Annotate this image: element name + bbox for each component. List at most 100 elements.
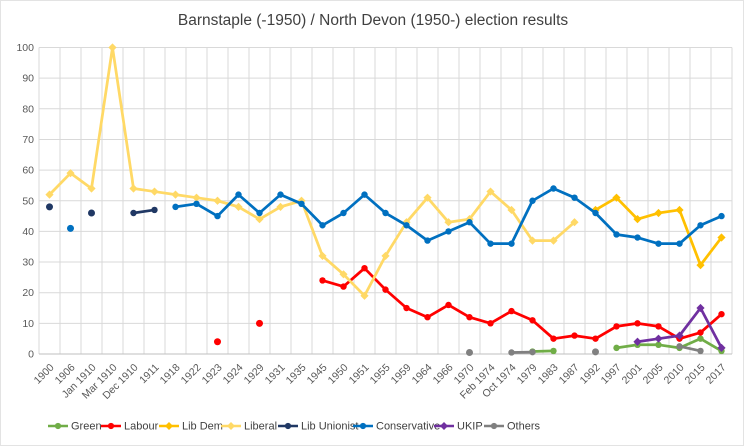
marker-others-2015 xyxy=(697,347,704,355)
marker-conservative-1950 xyxy=(340,209,347,217)
marker-labour-1979 xyxy=(529,317,536,324)
marker-liberal-1966 xyxy=(444,218,453,227)
marker-liberal-feb-1974 xyxy=(486,187,495,196)
marker-lib-dem-2001 xyxy=(633,215,642,224)
marker-conservative-2017 xyxy=(718,212,725,220)
marker-labour-1955 xyxy=(382,286,389,293)
marker-conservative-1997 xyxy=(613,231,620,238)
marker-liberal-1924 xyxy=(234,202,243,211)
marker-labour-2017 xyxy=(718,310,725,318)
marker-labour-1997 xyxy=(613,323,620,330)
legend-marker xyxy=(490,422,498,430)
legend-label: UKIP xyxy=(457,421,483,433)
x-tick-label: 1955 xyxy=(368,362,393,387)
series-line-others xyxy=(678,344,702,353)
series-line-green xyxy=(615,337,723,353)
marker-conservative-1923 xyxy=(214,212,221,220)
marker-conservative-1931 xyxy=(277,191,284,198)
legend-item-green: Green xyxy=(48,421,102,433)
legend-item-liberal: Liberal xyxy=(221,421,277,433)
marker-labour-2015 xyxy=(697,329,704,336)
y-tick-label: 80 xyxy=(22,103,34,115)
legend-item-ukip: UKIP xyxy=(434,421,483,433)
x-tick-label: 2001 xyxy=(620,362,645,387)
marker-conservative-2015 xyxy=(697,222,704,229)
marker-conservative-1951 xyxy=(361,191,368,198)
legend-marker xyxy=(227,422,235,430)
legend-item-lib-dem: Lib Dem xyxy=(159,421,223,433)
marker-conservative-1992 xyxy=(592,209,599,217)
marker-others-oct-1974 xyxy=(508,349,515,356)
marker-conservative-1929 xyxy=(256,209,263,217)
marker-labour-1970 xyxy=(466,314,473,321)
x-tick-label: 1931 xyxy=(263,362,288,387)
x-tick-label: 1992 xyxy=(578,362,603,387)
legend-marker xyxy=(54,422,62,430)
marker-liberal-1911 xyxy=(150,187,159,196)
marker-others-1992 xyxy=(591,348,600,356)
marker-conservative-1922 xyxy=(193,200,200,208)
marker-labour-feb-1974 xyxy=(487,320,494,327)
x-tick-label: 1966 xyxy=(431,362,456,387)
x-tick-label: 2005 xyxy=(641,362,666,387)
chart-title: Barnstaple (-1950) / North Devon (1950-)… xyxy=(178,12,569,29)
legend-item-others: Others xyxy=(484,421,541,433)
marker-labour-1929 xyxy=(255,319,264,327)
marker-conservative-1970 xyxy=(466,219,473,226)
marker-ukip-2015 xyxy=(696,303,705,313)
marker-labour-1923 xyxy=(213,338,222,346)
marker-lib-dem-2010 xyxy=(675,205,684,215)
marker-conservative-1918 xyxy=(172,203,179,211)
legend-marker xyxy=(359,422,367,430)
marker-liberal-jan-1910 xyxy=(87,184,96,193)
legend: Green Labour Lib Dem Liberal Lib Unionist Con… xyxy=(48,421,541,433)
marker-conservative-2001 xyxy=(634,234,641,241)
marker-liberal-oct-1974 xyxy=(507,205,516,215)
marker-liberal-1906 xyxy=(66,169,75,178)
marker-conservative-1983 xyxy=(550,185,557,192)
series-line-ukip xyxy=(636,306,723,350)
y-axis-labels: 0 10 20 30 40 50 60 70 80 90 100 xyxy=(16,42,34,361)
series-liberal xyxy=(45,43,579,300)
series-ukip xyxy=(633,303,726,352)
series-conservative xyxy=(66,185,725,247)
legend-label: Liberal xyxy=(244,421,277,433)
x-tick-label: 1911 xyxy=(137,362,162,387)
marker-lib-unionist-jan-1910 xyxy=(87,209,96,217)
legend-marker xyxy=(165,422,173,430)
marker-liberal-1955 xyxy=(381,251,390,261)
y-tick-label: 30 xyxy=(22,257,34,269)
x-tick-label: 1935 xyxy=(284,362,309,387)
x-tick-label: 1922 xyxy=(179,362,204,387)
y-tick-label: 50 xyxy=(22,195,34,207)
y-tick-label: 70 xyxy=(22,134,34,146)
x-tick-label: 1950 xyxy=(326,362,351,387)
marker-conservative-feb-1974 xyxy=(487,240,494,247)
marker-liberal-1951 xyxy=(360,291,369,300)
legend-label: Others xyxy=(507,421,541,433)
marker-others-2010 xyxy=(676,343,683,350)
marker-liberal-1900 xyxy=(45,190,54,199)
marker-ukip-2017 xyxy=(717,343,726,352)
x-tick-label: 1987 xyxy=(557,362,582,387)
x-tick-label: 1951 xyxy=(347,362,372,387)
legend-marker xyxy=(440,422,448,430)
marker-labour-1945 xyxy=(319,277,326,284)
marker-green-1997 xyxy=(613,344,620,352)
marker-conservative-1959 xyxy=(403,222,410,229)
marker-labour-1950 xyxy=(340,283,347,290)
marker-lib-unionist-1911 xyxy=(151,206,158,214)
y-tick-label: 0 xyxy=(28,349,34,361)
marker-liberal-1979 xyxy=(528,236,537,245)
marker-ukip-2005 xyxy=(654,334,663,343)
marker-labour-2005 xyxy=(655,323,662,330)
marker-liberal-1929 xyxy=(255,215,264,224)
marker-liberal-1923 xyxy=(213,196,222,205)
x-tick-label: 1923 xyxy=(200,362,225,387)
marker-ukip-2010 xyxy=(675,331,684,340)
legend-marker xyxy=(107,422,115,430)
series-others xyxy=(465,343,704,356)
marker-ukip-2001 xyxy=(633,337,642,346)
